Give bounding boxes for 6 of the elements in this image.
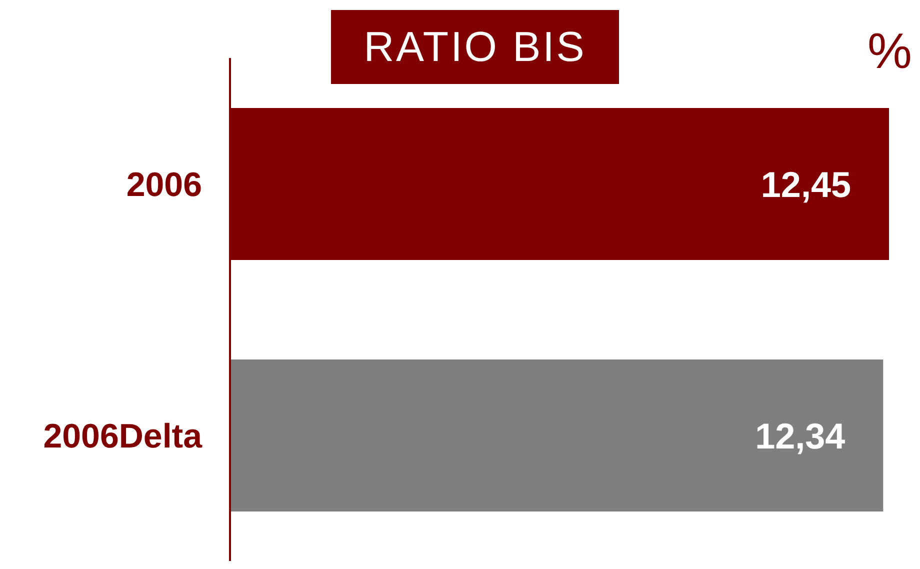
y-tick-label: 2006Delta <box>43 417 204 456</box>
data-label: 12,34 <box>755 415 846 456</box>
data-label: 12,45 <box>760 164 851 205</box>
y-tick-label: 2006 <box>126 166 202 204</box>
annotation: % <box>868 22 912 80</box>
chart-title: RATIO BIS <box>331 10 619 84</box>
